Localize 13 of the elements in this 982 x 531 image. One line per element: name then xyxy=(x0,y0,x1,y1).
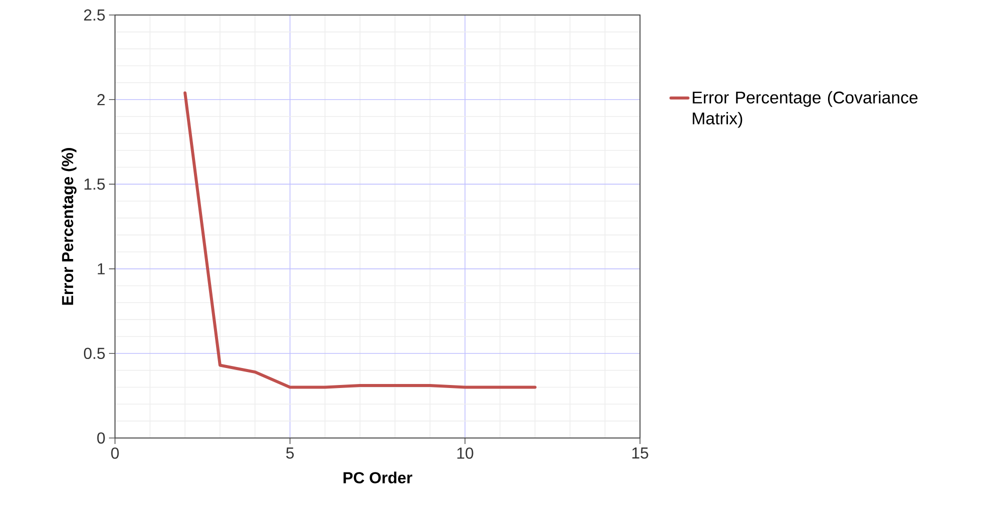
x-axis-title: PC Order xyxy=(344,472,412,484)
y-tick-label: 0.5 xyxy=(84,348,105,360)
y-tick-label: 2 xyxy=(97,94,105,106)
y-tick-label: 1.5 xyxy=(84,178,105,190)
y-tick-label: 2.5 xyxy=(84,9,105,21)
y-axis-title: Error Percentage (%) xyxy=(62,148,76,305)
x-tick-label: 5 xyxy=(286,448,294,459)
legend-label: Error Percentage (Covariance Matrix) xyxy=(692,91,918,128)
x-tick-label: 0 xyxy=(111,448,119,459)
x-tick-label: 15 xyxy=(632,448,648,459)
y-tick-label: 1 xyxy=(98,263,105,274)
x-tick-label: 10 xyxy=(457,448,474,459)
y-tick-label: 0 xyxy=(97,432,105,444)
